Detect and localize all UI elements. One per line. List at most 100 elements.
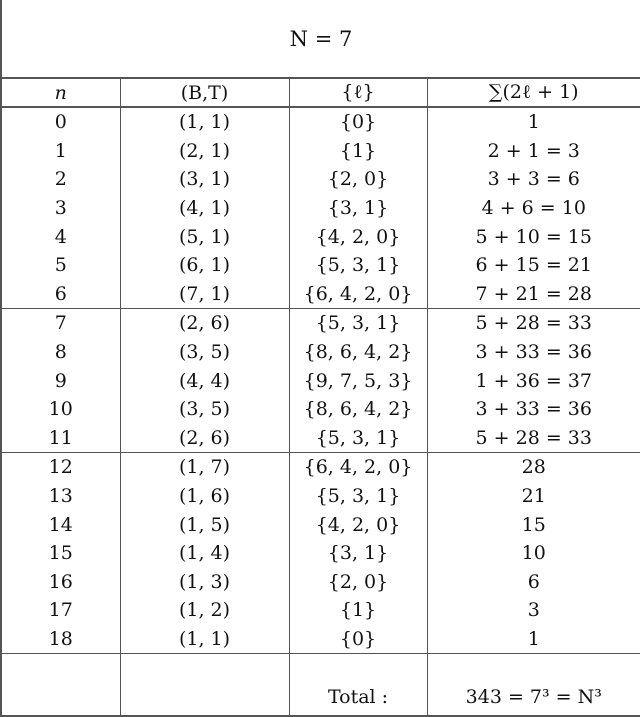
cell-l: {1} — [288, 136, 427, 166]
cell-l: {8, 6, 4, 2} — [288, 337, 427, 367]
cell-n: 3 — [54, 197, 67, 220]
cell-n: 7 — [54, 312, 67, 335]
cell-bt: (4, 4) — [119, 366, 289, 395]
cell-l: {0} — [288, 624, 427, 654]
table-row: 0 (1, 1) {0} 1 — [2, 107, 640, 137]
header-sum: ∑(2ℓ + 1) — [426, 79, 640, 108]
cell-sum: 3 + 3 = 6 — [426, 165, 640, 194]
cell-bt: (5, 1) — [119, 222, 289, 251]
cell-l: {8, 6, 4, 2} — [288, 394, 427, 424]
cell-n: 8 — [54, 341, 67, 364]
table-row: 6 (7, 1) {6, 4, 2, 0} 7 + 21 = 28 — [2, 279, 640, 310]
table-row: 17 (1, 2) {1} 3 — [2, 596, 640, 625]
cell-n: 4 — [54, 225, 67, 248]
cell-l: {2, 0} — [288, 165, 427, 194]
table-row: 8 (3, 5) {8, 6, 4, 2} 3 + 33 = 36 — [2, 337, 640, 367]
cell-l: {5, 3, 1} — [288, 250, 427, 280]
table-row: 12 (1, 7) {6, 4, 2, 0} 28 — [2, 452, 640, 482]
cell-n: 10 — [48, 398, 73, 421]
cell-sum: 2 + 1 = 3 — [426, 136, 640, 166]
cell-l: {6, 4, 2, 0} — [288, 279, 427, 310]
cell-sum: 10 — [426, 538, 640, 568]
cell-bt: (2, 1) — [119, 136, 289, 166]
header-row: n (B,T) {ℓ} ∑(2ℓ + 1) — [2, 79, 640, 108]
table-row: 16 (1, 3) {2, 0} 6 — [2, 567, 640, 597]
cell-l: {5, 3, 1} — [288, 308, 427, 338]
header-bt: (B,T) — [119, 79, 289, 108]
cell-bt: (3, 5) — [119, 394, 289, 424]
cell-n: 12 — [48, 456, 73, 479]
cell-n: 15 — [48, 542, 73, 565]
cell-n: 6 — [2, 279, 120, 310]
cell-bt: (2, 6) — [119, 308, 289, 338]
cell-n: 9 — [54, 369, 67, 392]
cell-sum: 5 + 28 = 33 — [426, 308, 640, 338]
total-row: Total :343 = 7³ = N³ — [2, 653, 640, 716]
cell-sum: 4 + 6 = 10 — [426, 193, 640, 223]
table-row: 7 (2, 6) {5, 3, 1} 5 + 28 = 33 — [2, 308, 640, 338]
cell-l: {2, 0} — [288, 567, 427, 597]
cell-sum: 1 — [426, 624, 640, 654]
cell-n: 14 — [48, 513, 73, 536]
total-label: Total : — [288, 653, 427, 716]
table-row: 3 (4, 1) {3, 1} 4 + 6 = 10 — [2, 193, 640, 223]
cell-sum: 3 — [426, 596, 640, 625]
cell-sum: 7 + 21 = 28 — [426, 279, 640, 310]
table-row: 5 (6, 1) {5, 3, 1} 6 + 15 = 21 — [2, 250, 640, 280]
empty-cell — [2, 653, 120, 716]
table-row: 13 (1, 6) {5, 3, 1} 21 — [2, 481, 640, 511]
cell-l: {5, 3, 1} — [288, 423, 427, 454]
cell-bt: (1, 4) — [119, 538, 289, 568]
cell-n: 18 — [48, 627, 73, 650]
cell-l: {1} — [288, 596, 427, 625]
cell-n: 5 — [54, 254, 67, 277]
cell-l: {4, 2, 0} — [288, 510, 427, 539]
cell-l: {3, 1} — [288, 193, 427, 223]
cell-sum: 3 + 33 = 36 — [426, 337, 640, 367]
table-row: 14 (1, 5) {4, 2, 0} 15 — [2, 510, 640, 539]
cell-sum: 21 — [426, 481, 640, 511]
cell-bt: (1, 1) — [119, 107, 289, 137]
cell-bt: (7, 1) — [119, 279, 289, 310]
cell-sum: 6 — [426, 567, 640, 597]
cell-l: {5, 3, 1} — [288, 481, 427, 511]
data-table: n (B,T) {ℓ} ∑(2ℓ + 1) 0 (1, 1) {0} 1 1 (2, 1)… — [2, 79, 640, 716]
cell-n: 17 — [48, 599, 73, 622]
cell-n: 0 — [54, 111, 67, 134]
header-n: n — [2, 79, 120, 108]
cell-bt: (1, 3) — [119, 567, 289, 597]
cell-l: {9, 7, 5, 3} — [288, 366, 427, 395]
table-row: 18 (1, 1) {0} 1 — [2, 624, 640, 654]
cell-l: {3, 1} — [288, 538, 427, 568]
table-row: 11 (2, 6) {5, 3, 1} 5 + 28 = 33 — [2, 423, 640, 454]
cell-sum: 6 + 15 = 21 — [426, 250, 640, 280]
cell-sum: 28 — [426, 452, 640, 482]
cell-n: 2 — [54, 168, 67, 191]
table-row: 15 (1, 4) {3, 1} 10 — [2, 538, 640, 568]
empty-cell — [119, 653, 289, 716]
cell-sum: 15 — [426, 510, 640, 539]
cell-n: 16 — [48, 570, 73, 593]
cell-l: {6, 4, 2, 0} — [288, 452, 427, 482]
table-title: N = 7 — [2, 0, 640, 79]
cell-bt: (1, 7) — [119, 452, 289, 482]
cell-bt: (4, 1) — [119, 193, 289, 223]
cell-bt: (3, 1) — [119, 165, 289, 194]
cell-sum: 1 + 36 = 37 — [426, 366, 640, 395]
table-row: 1 (2, 1) {1} 2 + 1 = 3 — [2, 136, 640, 166]
cell-bt: (3, 5) — [119, 337, 289, 367]
table-body: 0 (1, 1) {0} 1 1 (2, 1) {1} 2 + 1 = 3 2 (3, 1) {2,… — [2, 107, 640, 716]
cell-n: 11 — [2, 423, 120, 454]
cell-n: 1 — [54, 139, 67, 162]
cell-bt: (1, 6) — [119, 481, 289, 511]
cell-bt: (6, 1) — [119, 250, 289, 280]
cell-sum: 3 + 33 = 36 — [426, 394, 640, 424]
cell-sum: 1 — [426, 107, 640, 137]
table-row: 4 (5, 1) {4, 2, 0} 5 + 10 = 15 — [2, 222, 640, 251]
cell-bt: (2, 6) — [119, 423, 289, 454]
header-l: {ℓ} — [288, 79, 427, 108]
total-value: 343 = 7³ = N³ — [426, 653, 640, 716]
cell-bt: (1, 1) — [119, 624, 289, 654]
cell-bt: (1, 5) — [119, 510, 289, 539]
cell-bt: (1, 2) — [119, 596, 289, 625]
